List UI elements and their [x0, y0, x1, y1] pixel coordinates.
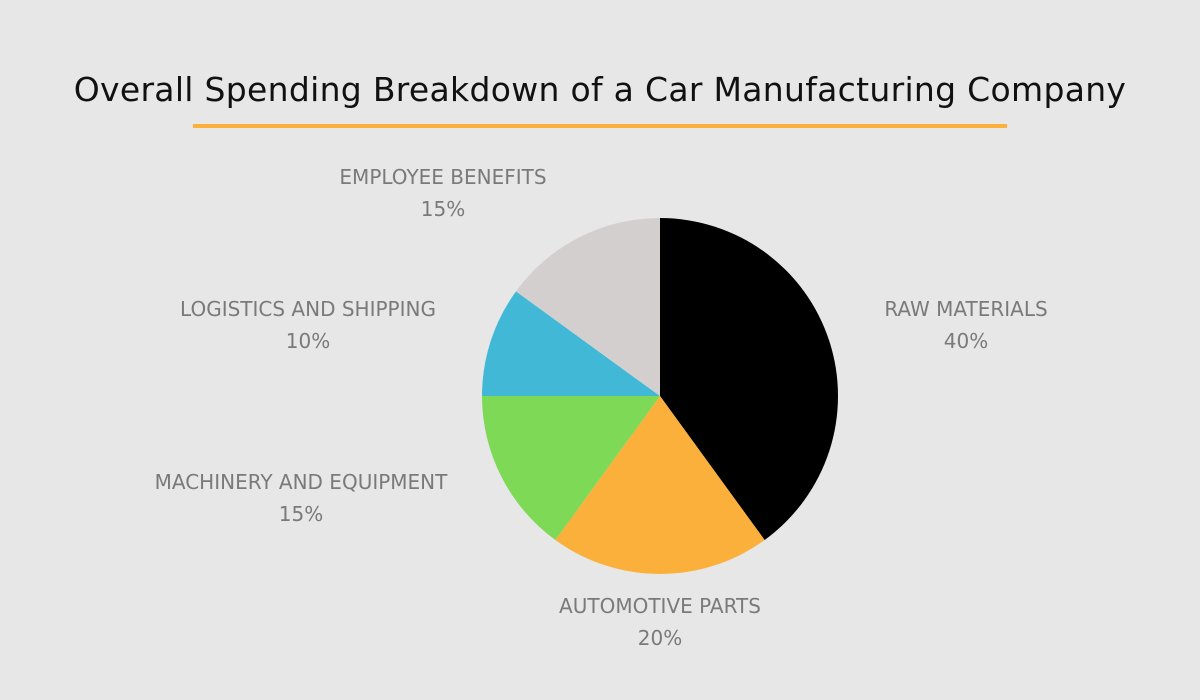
pie-slice-machinery-and-equipment: [482, 396, 660, 541]
slice-label-employee-benefits: EMPLOYEE BENEFITS 15%: [339, 161, 546, 225]
title-underline: [193, 124, 1007, 128]
pie-slice-automotive-parts: [555, 396, 765, 574]
slice-label-text: AUTOMOTIVE PARTS: [559, 594, 761, 618]
slice-label-logistics: LOGISTICS AND SHIPPING 10%: [180, 293, 436, 357]
slice-label-text: RAW MATERIALS: [884, 297, 1048, 321]
slice-label-text: EMPLOYEE BENEFITS: [339, 165, 547, 189]
slice-label-machinery: MACHINERY AND EQUIPMENT 15%: [155, 466, 448, 530]
slice-label-text: MACHINERY AND EQUIPMENT: [154, 470, 448, 494]
slice-label-value: 15%: [420, 197, 466, 221]
pie-slice-logistics-and-shipping: [482, 291, 660, 396]
slice-label-text: LOGISTICS AND SHIPPING: [180, 297, 436, 321]
pie-slice-employee-benefits: [515, 218, 660, 396]
slice-label-raw-materials: RAW MATERIALS 40%: [884, 293, 1047, 357]
chart-title: Overall Spending Breakdown of a Car Manu…: [73, 70, 1127, 109]
slice-label-value: 40%: [943, 329, 989, 353]
slice-label-value: 10%: [285, 329, 331, 353]
pie-slice-raw-materials: [660, 218, 838, 541]
slice-label-value: 20%: [637, 626, 683, 650]
slice-label-value: 15%: [278, 502, 324, 526]
slice-label-automotive-parts: AUTOMOTIVE PARTS 20%: [559, 590, 761, 654]
